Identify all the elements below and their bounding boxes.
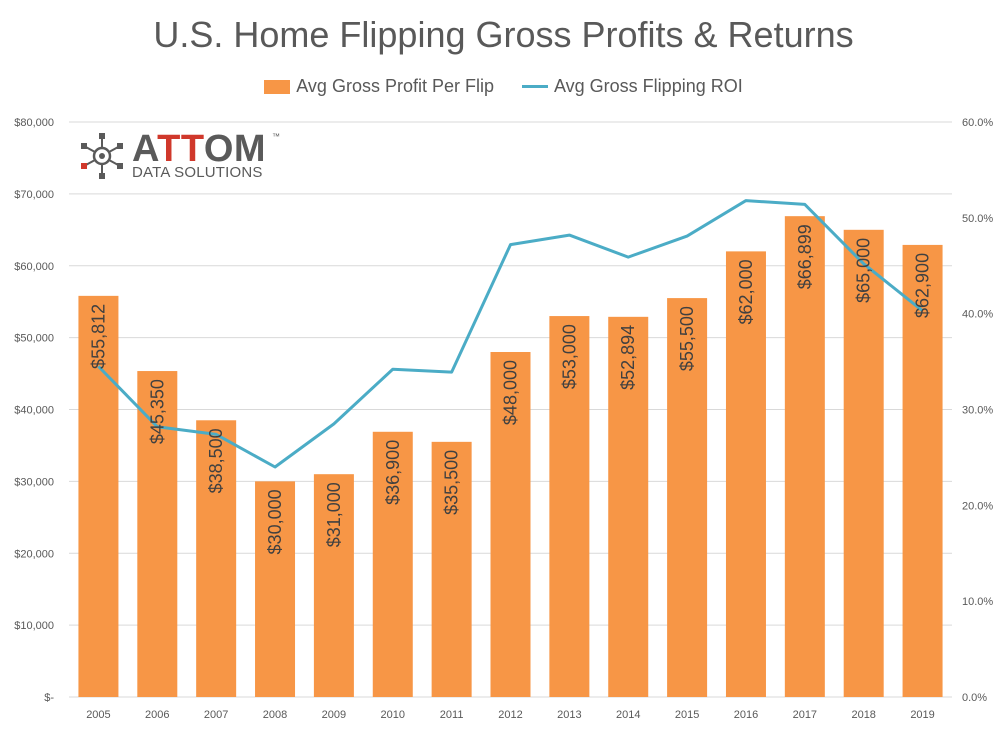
bar [372, 431, 413, 697]
legend-label-roi: Avg Gross Flipping ROI [553, 76, 743, 96]
bar-data-label: $62,900 [913, 253, 933, 318]
y-right-tick-label: 60.0% [962, 117, 993, 129]
y-left-tick-label: $10,000 [14, 620, 54, 632]
y-left-tick-label: $60,000 [14, 261, 54, 273]
bar-data-label: $36,900 [383, 440, 403, 505]
attom-logo-mark-icon [81, 133, 123, 179]
bar-data-label: $55,500 [677, 306, 697, 371]
bar-data-label: $30,000 [265, 489, 285, 554]
bar-data-label: $35,500 [442, 450, 462, 515]
bar [784, 216, 825, 697]
x-tick-label: 2009 [322, 709, 346, 721]
bar [902, 244, 943, 697]
legend: Avg Gross Profit Per Flip Avg Gross Flip… [0, 76, 1007, 97]
legend-item-profit: Avg Gross Profit Per Flip [264, 76, 494, 97]
bar [667, 298, 708, 697]
bar-data-label: $48,000 [501, 360, 521, 425]
legend-swatch-roi [521, 85, 548, 88]
legend-label-profit: Avg Gross Profit Per Flip [296, 76, 494, 96]
x-tick-label: 2007 [204, 709, 228, 721]
y-left-tick-label: $- [44, 692, 54, 704]
legend-swatch-profit [264, 79, 291, 94]
y-right-tick-label: 0.0% [962, 692, 987, 704]
bar [313, 474, 354, 697]
y-right-tick-label: 30.0% [962, 405, 993, 417]
y-left-tick-label: $20,000 [14, 548, 54, 560]
bar [725, 251, 766, 697]
bar [608, 316, 649, 697]
x-tick-label: 2018 [851, 709, 875, 721]
bar-data-label: $62,000 [736, 259, 756, 324]
x-tick-label: 2008 [263, 709, 287, 721]
x-tick-label: 2017 [793, 709, 817, 721]
x-tick-label: 2015 [675, 709, 699, 721]
bar [255, 481, 296, 697]
attom-logo-trademark: ™ [272, 132, 280, 141]
y-right-tick-label: 40.0% [962, 309, 993, 321]
y-left-tick-label: $30,000 [14, 476, 54, 488]
x-tick-label: 2010 [381, 709, 405, 721]
bar [843, 229, 884, 697]
bar-data-label: $55,812 [88, 304, 108, 369]
bar [490, 352, 531, 697]
y-left-tick-label: $40,000 [14, 405, 54, 417]
bar [431, 441, 472, 697]
x-tick-label: 2014 [616, 709, 640, 721]
legend-item-roi: Avg Gross Flipping ROI [521, 76, 743, 97]
y-left-tick-label: $50,000 [14, 333, 54, 345]
y-left-tick-label: $80,000 [14, 117, 54, 129]
x-tick-label: 2005 [86, 709, 110, 721]
y-right-tick-label: 10.0% [962, 596, 993, 608]
bar-data-label: $52,894 [618, 325, 638, 390]
bar [78, 295, 119, 697]
x-tick-label: 2013 [557, 709, 581, 721]
attom-logo-subtitle: DATA SOLUTIONS [132, 164, 263, 181]
attom-logo-wordmark: ATTOM [132, 128, 267, 170]
chart-title: U.S. Home Flipping Gross Profits & Retur… [153, 14, 854, 55]
bar-data-label: $45,350 [147, 379, 167, 444]
bar-data-label: $53,000 [559, 324, 579, 389]
y-right-tick-label: 20.0% [962, 500, 993, 512]
y-left-tick-label: $70,000 [14, 189, 54, 201]
bar [196, 420, 237, 697]
x-tick-label: 2012 [498, 709, 522, 721]
attom-logo: ATTOM ™ DATA SOLUTIONS [80, 128, 290, 184]
x-tick-label: 2011 [440, 709, 464, 721]
y-right-tick-label: 50.0% [962, 213, 993, 225]
bar-data-label: $65,000 [854, 238, 874, 303]
x-tick-label: 2006 [145, 709, 169, 721]
x-tick-label: 2016 [734, 709, 758, 721]
bar-data-label: $31,000 [324, 482, 344, 547]
bar-data-label: $66,899 [795, 224, 815, 289]
bar-data-label: $38,500 [206, 428, 226, 493]
x-tick-label: 2019 [910, 709, 934, 721]
bar [549, 316, 590, 697]
